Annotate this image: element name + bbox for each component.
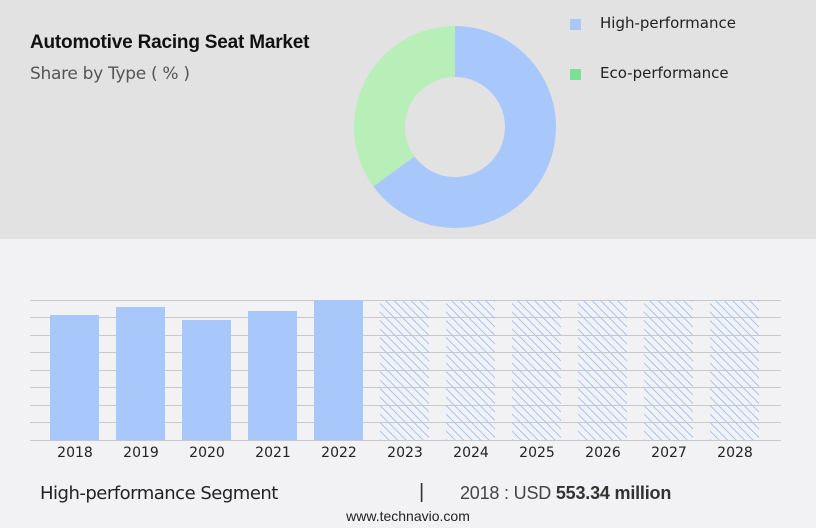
donut-chart [353,26,556,229]
bar-2027 [644,300,693,440]
x-label-2018: 2018 [57,445,93,461]
bar-2021 [248,311,297,440]
x-label-2023: 2023 [387,445,423,461]
bar-2019 [116,307,165,440]
bar-2022 [314,300,363,440]
bar-2028 [710,300,759,440]
chart-subtitle: Share by Type ( % ) [30,64,190,84]
bar-2024 [446,300,495,440]
x-label-2024: 2024 [453,445,489,461]
source-url: www.technavio.com [346,508,470,524]
share-panel: Automotive Racing Seat Market Share by T… [0,0,816,239]
segment-label: High-performance Segment [40,483,278,504]
x-label-2022: 2022 [321,445,357,461]
bar-2026 [578,300,627,440]
segment-value-prefix: 2018 : USD [460,483,556,503]
bar-2023 [380,300,429,440]
x-label-2019: 2019 [123,445,159,461]
x-label-2028: 2028 [717,445,753,461]
bar-2018 [50,315,99,440]
bar-2020 [182,320,231,440]
legend-swatch-icon [570,19,581,30]
x-label-2020: 2020 [189,445,225,461]
legend-label: High-performance [600,14,736,32]
x-axis-baseline [30,440,781,441]
chart-title: Automotive Racing Seat Market [30,32,310,53]
x-label-2025: 2025 [519,445,555,461]
bar-2025 [512,300,561,440]
donut-slice-high-performance [373,26,556,229]
legend-label: Eco-performance [600,64,729,82]
segment-value: 2018 : USD 553.34 million [460,483,671,504]
segment-value-amount: 553.34 million [555,483,672,503]
x-label-2021: 2021 [255,445,291,461]
x-label-2026: 2026 [585,445,621,461]
donut-slice-eco-performance [353,26,455,187]
legend-swatch-icon [570,69,581,80]
footer-separator: | [419,481,425,503]
x-label-2027: 2027 [651,445,687,461]
